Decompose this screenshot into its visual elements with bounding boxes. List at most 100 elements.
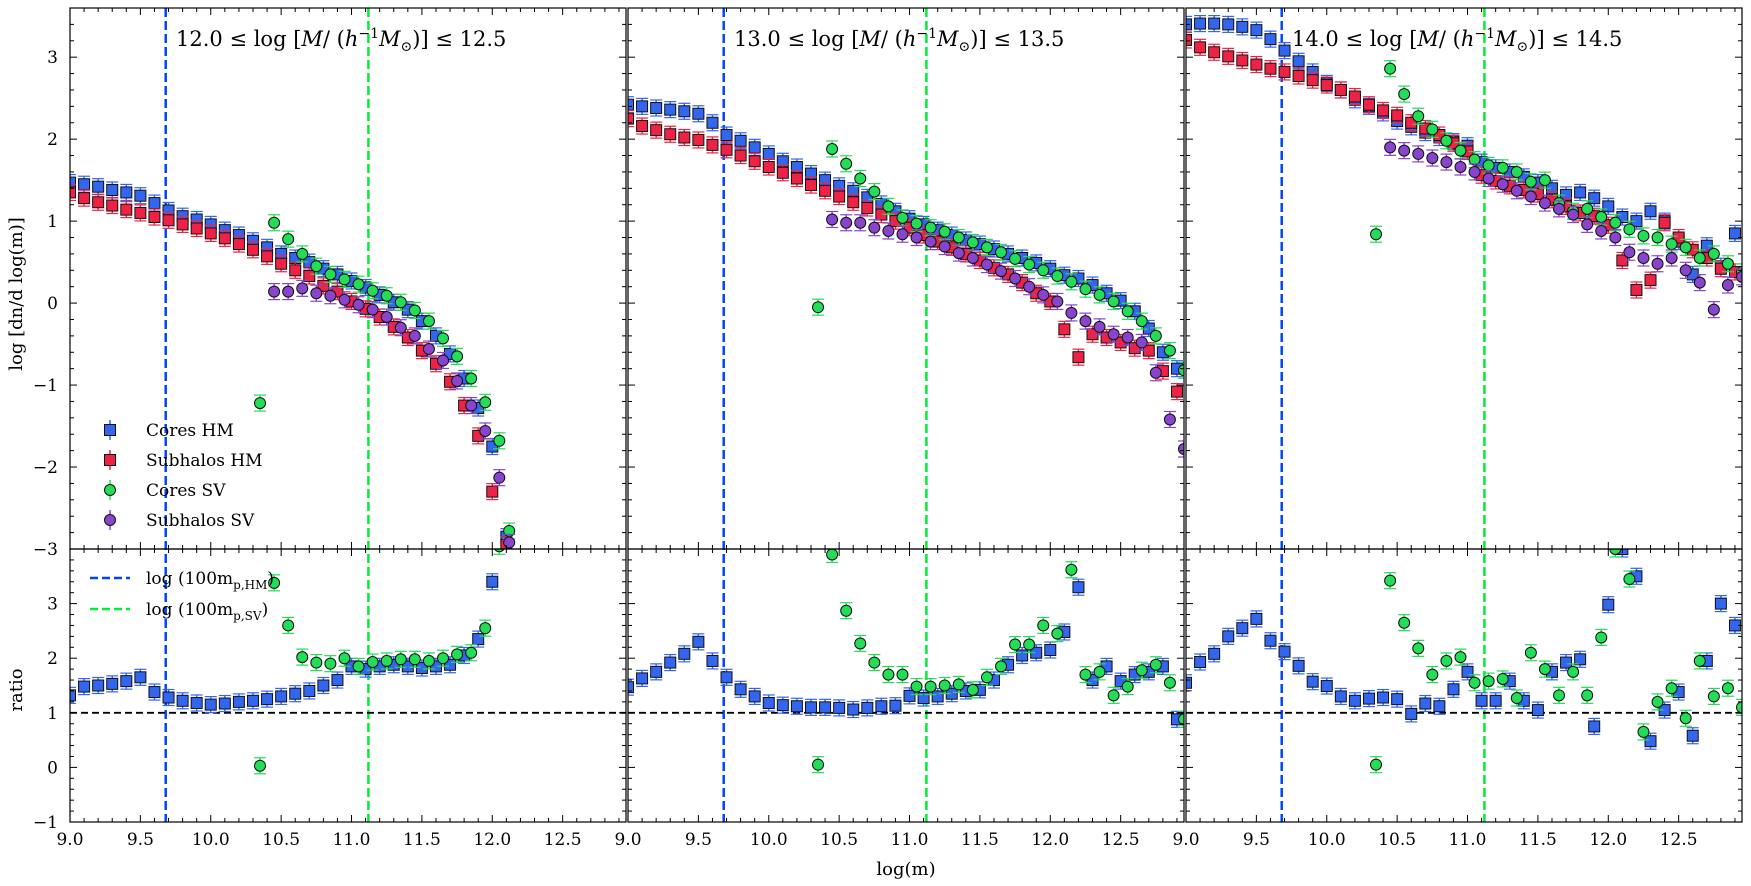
point-subhalos-hm: [303, 270, 316, 283]
point-cores-sv: [826, 142, 839, 155]
point-subhalos-sv: [882, 224, 895, 237]
ratio-point-cores-hm: [1489, 694, 1502, 707]
ratio-point-cores-sv: [324, 657, 337, 670]
point-cores-hm: [1574, 186, 1587, 199]
point-cores-hm: [1602, 200, 1615, 213]
ratio-point-cores-hm: [664, 656, 677, 669]
point-subhalos-sv: [1468, 165, 1481, 178]
point-subhalos-sv: [952, 247, 965, 260]
ratio-point-cores-hm: [176, 694, 189, 707]
ratio-point-cores-sv: [254, 759, 267, 772]
ratio-point-cores-hm: [190, 696, 203, 709]
ratio-point-cores-hm: [804, 701, 817, 714]
ratio-series-cores-hm: [628, 578, 1183, 728]
ratio-point-cores-hm: [1292, 659, 1305, 672]
legend-label-subhalos-sv: Subhalos SV: [146, 511, 255, 531]
point-subhalos-sv: [1079, 315, 1092, 328]
point-subhalos-hm: [1348, 90, 1361, 103]
ratio-point-cores-hm: [289, 687, 302, 700]
ratio-point-cores-hm: [1405, 707, 1418, 720]
point-cores-sv: [1079, 283, 1092, 296]
y-axis-title-top: log [dn/d log(m)]: [6, 217, 27, 371]
ratio-point-cores-hm: [1461, 665, 1474, 678]
ratio-point-cores-sv: [1524, 646, 1537, 659]
ratio-point-cores-hm: [1236, 622, 1249, 635]
ratio-point-cores-sv: [1440, 654, 1453, 667]
point-cores-sv: [493, 434, 506, 447]
top-plot-area: [70, 173, 516, 549]
ratio-point-cores-hm: [92, 679, 105, 692]
point-subhalos-sv: [1051, 295, 1064, 308]
ratio-point-cores-hm: [1475, 694, 1488, 707]
x-tick-label: 11.0: [333, 830, 371, 850]
point-subhalos-sv: [1440, 156, 1453, 169]
point-cores-hm: [70, 176, 76, 189]
point-subhalos-hm: [176, 218, 189, 231]
point-cores-hm: [1208, 17, 1221, 30]
ratio-point-cores-hm: [1320, 680, 1333, 693]
ratio-point-cores-hm: [232, 695, 245, 708]
ratio-point-cores-sv: [1538, 663, 1551, 676]
x-tick-label: 11.5: [1519, 830, 1557, 850]
point-subhalos-hm: [819, 184, 832, 197]
point-subhalos-hm: [317, 279, 330, 292]
ratio-point-cores-hm: [261, 693, 274, 706]
ratio-point-cores-sv: [826, 549, 839, 561]
ratio-point-cores-sv: [938, 679, 951, 692]
ratio-point-cores-sv: [1093, 665, 1106, 678]
ratio-point-cores-hm: [1714, 597, 1727, 610]
point-cores-sv: [479, 396, 492, 409]
point-subhalos-hm: [734, 149, 747, 162]
point-cores-hm: [636, 100, 649, 113]
ratio-point-cores-hm: [1433, 700, 1446, 713]
ratio-point-cores-hm: [70, 689, 76, 702]
point-cores-hm: [734, 134, 747, 147]
ratio-point-cores-hm: [720, 671, 733, 684]
ratio-point-cores-sv: [854, 637, 867, 650]
point-cores-sv: [1693, 252, 1706, 265]
point-cores-sv: [366, 284, 379, 297]
series-cores-sv: [812, 140, 1184, 379]
ratio-point-cores-sv: [1510, 692, 1523, 705]
point-subhalos-sv: [1482, 172, 1495, 185]
legend-label-line-hm-sub: p,HM: [233, 578, 267, 592]
point-cores-sv: [1023, 258, 1036, 271]
ratio-point-cores-sv: [980, 671, 993, 684]
point-cores-sv: [854, 172, 867, 185]
point-subhalos-hm: [1630, 283, 1643, 296]
ratio-point-cores-sv: [1384, 574, 1397, 587]
ratio-point-cores-hm: [148, 686, 161, 699]
legend-label-line-sv-close: ): [262, 600, 269, 620]
ratio-point-cores-hm: [748, 690, 761, 703]
point-subhalos-sv: [352, 298, 365, 311]
top-plot-area: [1186, 14, 1742, 319]
ratio-point-cores-hm: [1072, 581, 1085, 594]
ratio-point-cores-sv: [1163, 676, 1176, 689]
point-subhalos-sv: [451, 374, 464, 387]
point-subhalos-sv: [1065, 306, 1078, 319]
point-cores-hm: [720, 129, 733, 142]
legend: Cores HM Subhalos HM Cores SV Subhalos S…: [90, 420, 274, 623]
point-subhalos-hm: [628, 112, 634, 125]
point-subhalos-hm: [204, 227, 217, 240]
ratio-point-cores-sv: [1079, 668, 1092, 681]
point-cores-sv: [324, 268, 337, 281]
ratio-point-cores-sv: [1567, 665, 1580, 678]
ratio-point-cores-hm: [1264, 634, 1277, 647]
point-cores-hm: [1250, 24, 1263, 37]
point-cores-sv: [995, 246, 1008, 259]
ratio-point-cores-hm: [628, 681, 634, 694]
point-cores-hm: [1728, 227, 1741, 240]
point-subhalos-hm: [706, 138, 719, 151]
point-cores-hm: [664, 103, 677, 116]
point-subhalos-hm: [1306, 74, 1319, 87]
point-cores-hm: [120, 186, 133, 199]
point-subhalos-sv: [826, 213, 839, 226]
panel-1: 9.0 9.5 10.0 10.5 11.0 11.5 12.0 12.5 −2 −1 0 1 2 3 −1…: [33, 7, 627, 850]
ratio-point-cores-sv: [812, 758, 825, 771]
point-cores-sv: [1440, 134, 1453, 147]
point-subhalos-sv: [1665, 252, 1678, 265]
ratio-point-cores-hm: [1419, 697, 1432, 710]
point-subhalos-hm: [1236, 54, 1249, 67]
point-subhalos-sv: [437, 354, 450, 367]
